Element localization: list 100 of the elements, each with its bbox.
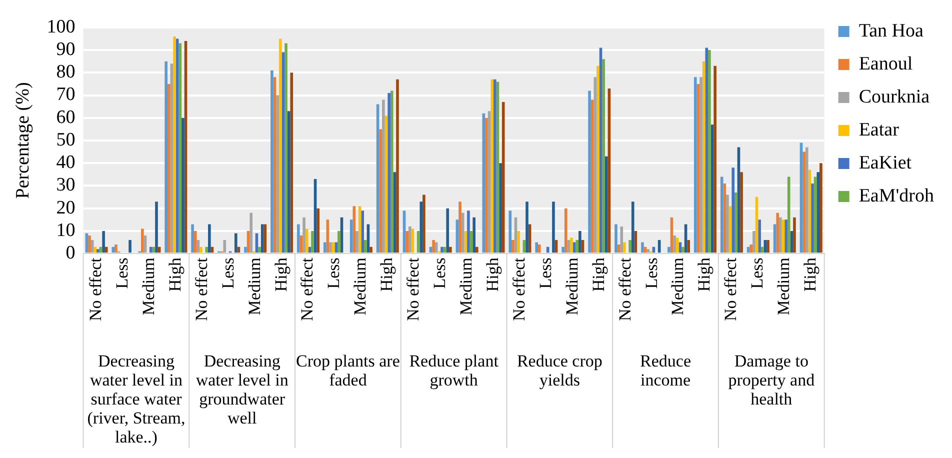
- bar: [388, 93, 390, 253]
- bar: [499, 163, 502, 253]
- bar: [390, 90, 394, 253]
- x-tick-label: Medium: [668, 258, 688, 316]
- bar: [194, 230, 197, 253]
- bar: [432, 240, 435, 253]
- x-tick-label: Less: [536, 258, 555, 289]
- bar: [102, 230, 105, 253]
- legend-label: Tan Hoa: [858, 20, 924, 42]
- bar: [776, 212, 779, 253]
- y-tick-label: 40: [56, 152, 76, 174]
- bar: [726, 194, 729, 253]
- bar: [552, 202, 555, 253]
- y-tick-label: 80: [56, 62, 76, 83]
- text: Decreasing water level in surface water (river, Stream, lake..): [87, 352, 186, 447]
- bar: [535, 242, 538, 253]
- y-tick-label: 20: [56, 197, 76, 218]
- bar: [564, 208, 568, 253]
- legend-label: Courknia: [858, 86, 930, 108]
- bar: [682, 246, 684, 253]
- text: Reduce income: [640, 352, 692, 390]
- y-tick-label: 0: [66, 242, 76, 264]
- x-tick-label: No effect: [721, 257, 740, 322]
- legend-label: Eatar: [858, 119, 900, 140]
- bar: [631, 202, 634, 253]
- bar: [112, 246, 115, 253]
- x-tick-label: High: [482, 257, 502, 292]
- bar: [305, 228, 308, 253]
- bar: [114, 244, 118, 253]
- bar: [604, 156, 608, 253]
- bar: [352, 206, 356, 253]
- x-tick-label: High: [271, 257, 290, 292]
- bar: [338, 230, 340, 253]
- x-tick-label: No effect: [509, 257, 528, 322]
- x-tick-label: Less: [218, 258, 238, 289]
- bar: [752, 230, 756, 253]
- bar: [628, 240, 632, 253]
- text: Damage to property and health: [728, 352, 816, 409]
- bar: [278, 38, 282, 253]
- bar: [472, 217, 476, 253]
- bar: [149, 246, 152, 253]
- bar: [234, 233, 238, 253]
- bar: [182, 118, 184, 253]
- bar: [434, 242, 438, 253]
- bar: [793, 217, 796, 253]
- x-tick-label: No effect: [298, 257, 317, 322]
- bar: [284, 43, 288, 253]
- x-tick-label: No effect: [615, 257, 634, 322]
- bar: [778, 217, 782, 253]
- bar: [676, 238, 679, 253]
- bar: [270, 70, 274, 253]
- bar: [406, 230, 408, 253]
- bar: [517, 230, 520, 253]
- y-tick-label: 70: [56, 84, 76, 106]
- bar: [485, 118, 488, 253]
- y-tick-label: 30: [56, 174, 76, 196]
- x-tick-label: Less: [642, 258, 661, 289]
- bar: [141, 228, 144, 253]
- bar: [88, 236, 91, 253]
- text: Crop plants are faded: [296, 352, 400, 390]
- y-tick-label: 60: [56, 106, 76, 128]
- bar: [464, 230, 468, 253]
- bar: [750, 244, 753, 253]
- bar: [766, 240, 770, 253]
- bar: [408, 226, 412, 253]
- bar: [323, 242, 326, 253]
- bar: [758, 220, 761, 253]
- bar: [244, 246, 247, 253]
- x-tick-label: Medium: [350, 258, 370, 316]
- x-tick-label: Medium: [562, 258, 582, 316]
- bar: [512, 240, 514, 253]
- bar: [526, 202, 528, 253]
- bar: [356, 230, 358, 253]
- bar: [740, 172, 743, 253]
- bar: [714, 66, 716, 253]
- bar: [297, 224, 300, 253]
- bar: [570, 238, 573, 253]
- x-tick-label: Medium: [138, 258, 158, 316]
- text: Reduce crop yields: [516, 352, 602, 390]
- bar: [490, 79, 494, 253]
- x-tick-label: Medium: [774, 258, 794, 316]
- x-tick-label: High: [694, 257, 714, 292]
- bar: [467, 210, 470, 253]
- bar: [329, 242, 332, 253]
- bar: [258, 246, 261, 253]
- bar: [276, 95, 279, 253]
- bar: [396, 79, 399, 253]
- x-tick-label: No effect: [192, 257, 211, 322]
- x-tick-label: Medium: [244, 258, 264, 316]
- y-tick-label: 100: [46, 16, 76, 38]
- bar: [94, 246, 97, 253]
- x-tick-label: High: [800, 257, 820, 292]
- bar: [458, 202, 462, 253]
- bar: [668, 246, 670, 253]
- bar: [167, 84, 170, 253]
- bar: [578, 230, 582, 253]
- bar: [816, 172, 820, 253]
- bar: [790, 230, 794, 253]
- bar: [250, 212, 253, 253]
- bar: [173, 36, 176, 253]
